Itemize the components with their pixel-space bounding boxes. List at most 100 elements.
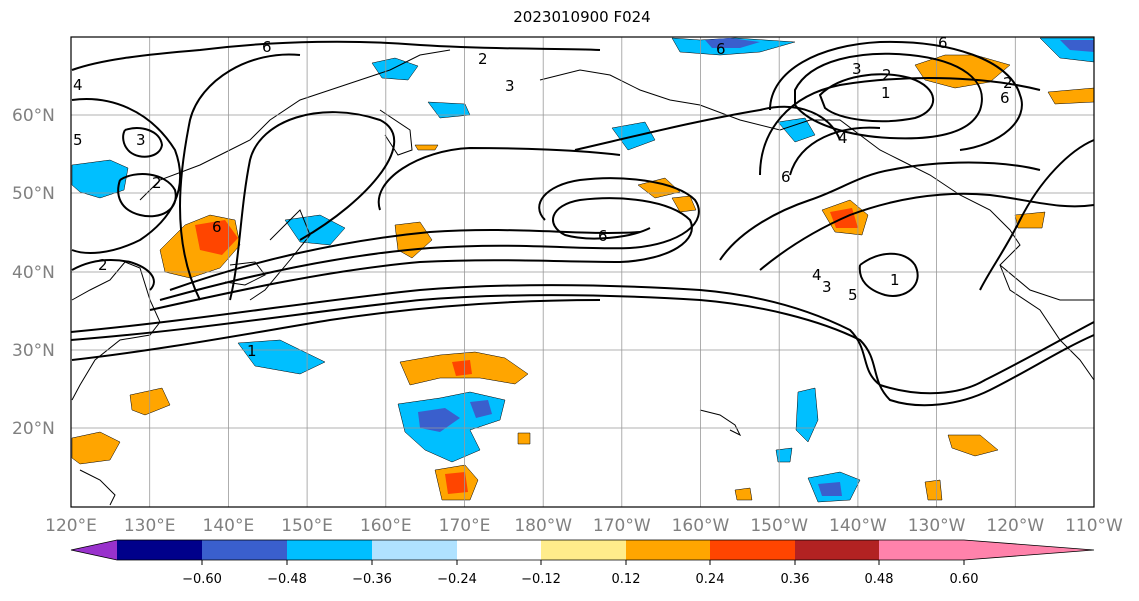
contour-label: 6 bbox=[938, 34, 948, 52]
shade-darkblue bbox=[705, 38, 760, 48]
shade-darkblue bbox=[1060, 40, 1094, 52]
lon-label: 120°E bbox=[45, 516, 97, 536]
contour-label: 2 bbox=[98, 256, 108, 274]
shade-darkblue bbox=[418, 408, 460, 432]
latitude-labels: 60°N 50°N 40°N 30°N 20°N bbox=[12, 106, 55, 439]
colorbar-segment bbox=[372, 540, 457, 560]
gridlines bbox=[71, 37, 1094, 507]
lon-label: 160°W bbox=[672, 516, 730, 536]
map-frame bbox=[70, 36, 1095, 508]
contour-label: 5 bbox=[848, 286, 858, 304]
coastline bbox=[699, 409, 742, 437]
lat-label: 40°N bbox=[12, 263, 55, 283]
lon-label: 110°W bbox=[1065, 516, 1123, 536]
lon-label: 150°E bbox=[281, 516, 333, 536]
shaded-regions bbox=[71, 37, 1095, 503]
shade-red bbox=[452, 360, 472, 376]
lat-label: 30°N bbox=[12, 341, 55, 361]
shade-orange bbox=[414, 144, 439, 151]
colorbar-tick-label: 0.36 bbox=[781, 572, 810, 587]
lon-label: 170°W bbox=[593, 516, 651, 536]
contour-label: 6 bbox=[716, 40, 726, 58]
colorbar-extend-right bbox=[879, 540, 964, 560]
coastline bbox=[79, 469, 116, 506]
colorbar-segment bbox=[287, 540, 372, 560]
contour-line bbox=[70, 294, 1095, 407]
contour-label: 1 bbox=[247, 342, 257, 360]
contour-label: 4 bbox=[73, 76, 83, 94]
shade-orange bbox=[914, 54, 1011, 89]
lat-label: 20°N bbox=[12, 419, 55, 439]
contour-label: 3 bbox=[852, 60, 862, 78]
contour-line bbox=[149, 197, 693, 311]
shade-blue bbox=[795, 387, 819, 443]
coastline bbox=[71, 261, 161, 401]
contour-line bbox=[759, 192, 1095, 271]
shade-orange bbox=[517, 432, 531, 445]
contour-line bbox=[159, 177, 700, 301]
lat-label: 60°N bbox=[12, 106, 55, 126]
shade-red bbox=[195, 220, 238, 255]
contour-line bbox=[789, 126, 881, 176]
lon-label: 130°E bbox=[124, 516, 176, 536]
colorbar-segment bbox=[795, 540, 879, 560]
contour-line bbox=[979, 139, 1095, 291]
lon-label: 180°W bbox=[514, 516, 572, 536]
colorbar-segment bbox=[117, 540, 202, 560]
contour-line bbox=[719, 161, 1041, 261]
contour-line bbox=[574, 105, 841, 151]
lat-label: 50°N bbox=[12, 184, 55, 204]
lon-label: 160°E bbox=[360, 516, 412, 536]
colorbar-tick-label: −0.48 bbox=[267, 572, 307, 587]
lon-label: 170°E bbox=[439, 516, 491, 536]
shade-blue bbox=[371, 57, 419, 81]
colorbar-segment bbox=[710, 540, 795, 560]
contour-label: 5 bbox=[73, 131, 83, 149]
contour-label: 4 bbox=[812, 266, 822, 284]
colorbar-tick-label: −0.60 bbox=[182, 572, 222, 587]
map-title: 2023010900 F024 bbox=[513, 8, 651, 26]
contour-line bbox=[759, 77, 1041, 176]
colorbar-tick-label: −0.36 bbox=[352, 572, 392, 587]
contour-line bbox=[71, 299, 601, 361]
contour-line bbox=[229, 111, 396, 301]
coastline bbox=[139, 49, 451, 201]
contour-label: 3 bbox=[822, 278, 832, 296]
contour-label: 6 bbox=[212, 218, 222, 236]
contour-label: 6 bbox=[1000, 89, 1010, 107]
contour-label: 6 bbox=[598, 227, 608, 245]
colorbar-segment bbox=[202, 540, 287, 560]
contour-label: 2 bbox=[478, 50, 488, 68]
contour-line bbox=[71, 98, 181, 254]
shade-orange bbox=[71, 431, 121, 465]
contour-line bbox=[71, 40, 601, 71]
contour-label: 4 bbox=[838, 129, 848, 147]
colorbar: −0.60 −0.48 −0.36 −0.24 −0.12 0.12 0.24 … bbox=[70, 539, 1095, 587]
contour-line bbox=[769, 40, 1023, 151]
contour-line bbox=[818, 73, 935, 123]
contour-line bbox=[71, 259, 155, 291]
colorbar-extend-left bbox=[71, 540, 117, 560]
contour-line bbox=[794, 52, 983, 140]
lon-label: 120°W bbox=[986, 516, 1044, 536]
colorbar-tick-label: 0.60 bbox=[950, 572, 979, 587]
lon-label: 130°W bbox=[908, 516, 966, 536]
colorbar-segment bbox=[626, 540, 710, 560]
contour-label: 6 bbox=[262, 38, 272, 56]
contour-label: 2 bbox=[1003, 74, 1013, 92]
colorbar-tick-label: −0.24 bbox=[437, 572, 477, 587]
coastline bbox=[224, 261, 266, 286]
shade-orange bbox=[671, 195, 697, 213]
colorbar-tick-label: 0.24 bbox=[696, 572, 725, 587]
shade-orange bbox=[734, 487, 753, 501]
shade-red bbox=[445, 472, 468, 494]
colorbar-extend-right bbox=[964, 540, 1094, 560]
contour-label: 3 bbox=[136, 131, 146, 149]
lon-label: 140°E bbox=[203, 516, 255, 536]
contour-labels: 6 4 2 3 5 6 3 2 1 6 4 6 2 3 2 2 6 4 3 5 … bbox=[73, 34, 1013, 360]
lon-label: 150°W bbox=[750, 516, 808, 536]
longitude-labels: 120°E 130°E 140°E 150°E 160°E 170°E 180°… bbox=[45, 516, 1123, 536]
colorbar-tick-label: −0.12 bbox=[521, 572, 561, 587]
colorbar-tick-label: 0.48 bbox=[865, 572, 894, 587]
shade-orange bbox=[924, 479, 943, 501]
